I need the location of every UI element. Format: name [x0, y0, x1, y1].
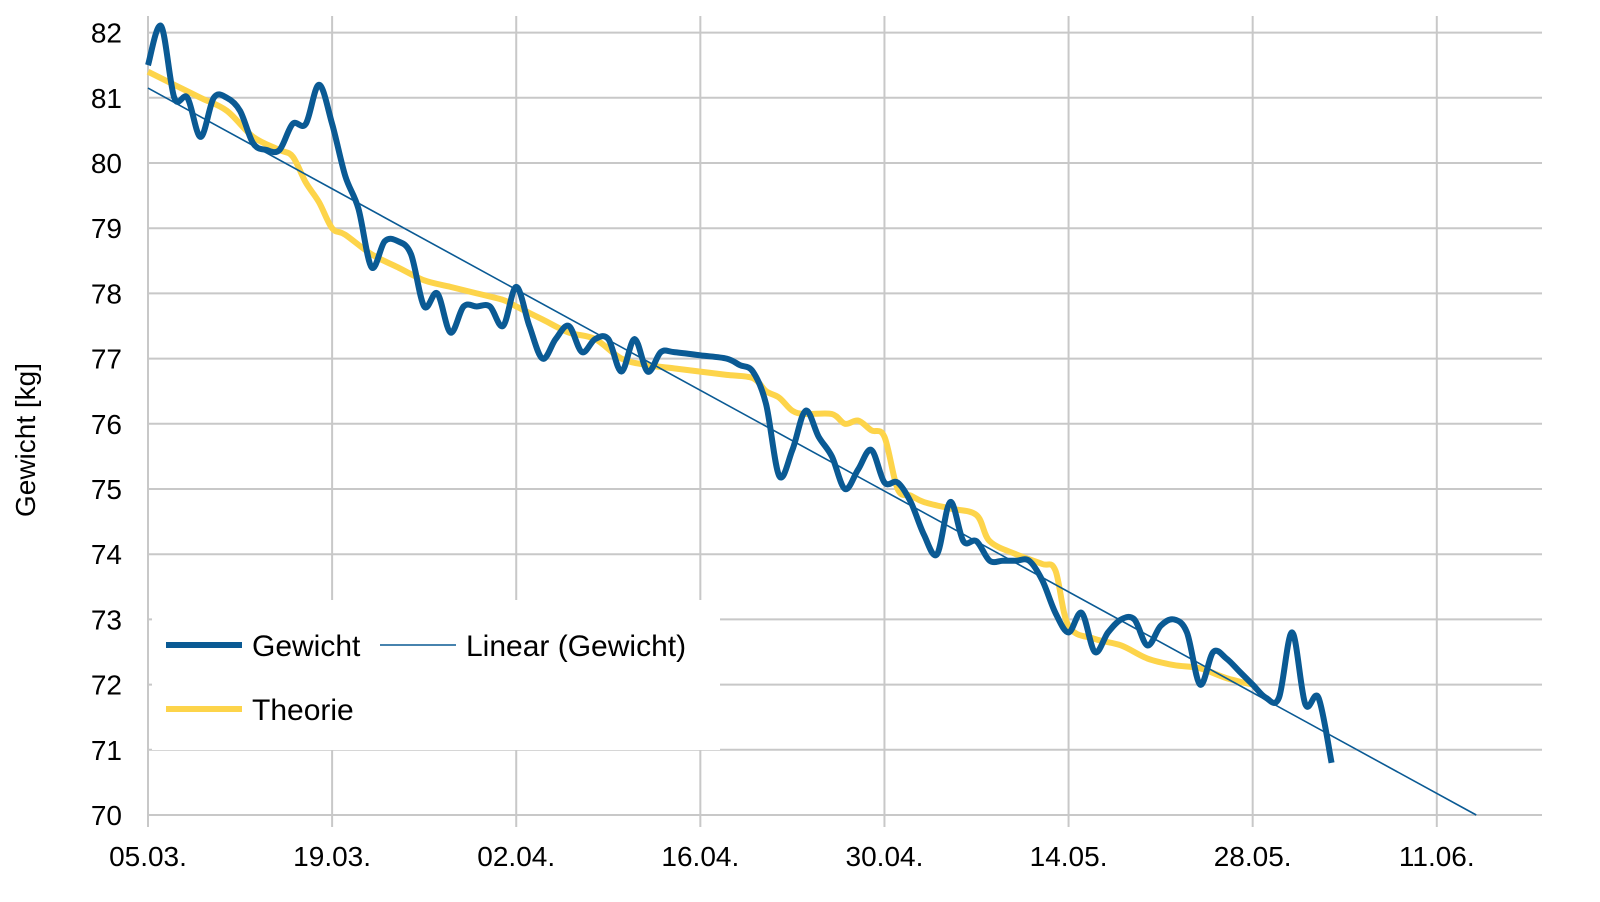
legend-label-linear-gewicht: Linear (Gewicht): [466, 630, 686, 663]
y-tick-label: 79: [91, 213, 122, 244]
y-tick-label: 80: [91, 148, 122, 179]
y-axis-title: Gewicht [kg]: [10, 363, 41, 517]
y-tick-label: 72: [91, 670, 122, 701]
y-tick-label: 81: [91, 83, 122, 114]
x-tick-label: 16.04.: [661, 841, 739, 872]
y-tick-label: 77: [91, 344, 122, 375]
x-tick-label: 14.05.: [1030, 841, 1108, 872]
x-tick-label: 05.03.: [109, 841, 187, 872]
y-tick-label: 70: [91, 800, 122, 831]
x-tick-label: 02.04.: [477, 841, 555, 872]
series-line-theorie: [146, 69, 1254, 688]
x-tick-label: 11.06.: [1399, 841, 1475, 872]
legend: Gewicht Linear (Gewicht) Theorie: [152, 600, 720, 750]
legend-label-gewicht: Gewicht: [252, 630, 361, 663]
y-tick-label: 73: [91, 604, 122, 635]
x-tick-label: 19.03.: [293, 841, 371, 872]
axes: 70 71 72 73 74 75 76 77 78 79 80 81 82 05.03. 19.03. 02…: [91, 18, 1475, 872]
legend-background: [152, 600, 720, 750]
legend-label-theorie: Theorie: [252, 694, 354, 727]
x-tick-label: 30.04.: [846, 841, 924, 872]
y-tick-label: 78: [91, 278, 122, 309]
series-line-linear-gewicht: [147, 87, 1477, 816]
y-tick-label: 76: [91, 409, 122, 440]
y-tick-label: 71: [91, 735, 122, 766]
y-tick-label: 74: [91, 539, 122, 570]
x-tick-label: 28.05.: [1214, 841, 1292, 872]
y-tick-label: 82: [91, 18, 122, 49]
y-tick-label: 75: [91, 474, 122, 505]
series-layer: [145, 22, 1477, 816]
series-line-gewicht: [145, 22, 1335, 764]
